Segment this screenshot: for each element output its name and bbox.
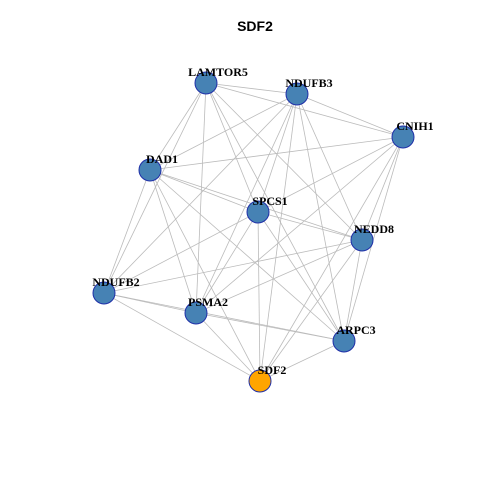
nodes: LAMTOR5 NDUFB3 CNIH1 DAD1 SPCS1 NEDD8 NDUFB2 PS…	[92, 65, 434, 393]
edge	[205, 82, 298, 95]
edge	[195, 312, 261, 382]
edge	[103, 292, 345, 342]
title: SDF2	[237, 18, 273, 34]
node-label: CNIH1	[396, 119, 433, 133]
edge	[296, 93, 363, 241]
edge	[195, 312, 345, 342]
edge	[103, 211, 259, 294]
edge	[205, 82, 363, 241]
edge	[149, 169, 345, 342]
node-label: SDF2	[258, 363, 287, 377]
node	[391, 125, 415, 149]
edge	[343, 239, 363, 342]
edge	[259, 239, 363, 382]
edge	[149, 93, 298, 171]
edge	[259, 93, 298, 382]
node-label: DAD1	[146, 152, 178, 166]
edge	[259, 340, 345, 382]
edge	[205, 82, 259, 213]
node-label: ARPC3	[336, 323, 375, 337]
edge	[195, 136, 404, 314]
node-label: NDUFB2	[92, 275, 139, 289]
edge	[149, 136, 404, 171]
edge	[296, 93, 345, 342]
node	[332, 329, 356, 353]
edge	[195, 93, 298, 314]
edge	[257, 136, 404, 213]
node	[248, 369, 272, 393]
edge	[257, 211, 345, 342]
edge	[149, 169, 259, 213]
node-label: NDUFB3	[285, 76, 332, 90]
node	[285, 82, 309, 106]
edges	[103, 82, 404, 382]
edge	[205, 82, 345, 342]
edge	[257, 211, 261, 382]
node	[138, 158, 162, 182]
edge	[257, 211, 363, 241]
edge	[195, 239, 363, 314]
node	[92, 281, 116, 305]
node	[350, 228, 374, 252]
node-label: PSMA2	[188, 295, 228, 309]
edge	[149, 169, 261, 382]
edge	[361, 136, 404, 241]
edge	[343, 136, 404, 342]
edge	[149, 82, 207, 171]
edge	[103, 82, 207, 294]
edge	[103, 169, 151, 294]
node	[194, 71, 218, 95]
node-label: NEDD8	[354, 222, 394, 236]
edge	[103, 239, 363, 294]
node	[246, 200, 270, 224]
edge	[103, 292, 261, 382]
edge	[296, 93, 404, 138]
edge	[195, 211, 259, 314]
edge	[259, 136, 404, 382]
node-label: LAMTOR5	[188, 65, 248, 79]
edge	[103, 93, 298, 294]
edge	[149, 169, 197, 314]
node-label: SPCS1	[252, 194, 287, 208]
edge	[195, 82, 207, 314]
node	[184, 301, 208, 325]
